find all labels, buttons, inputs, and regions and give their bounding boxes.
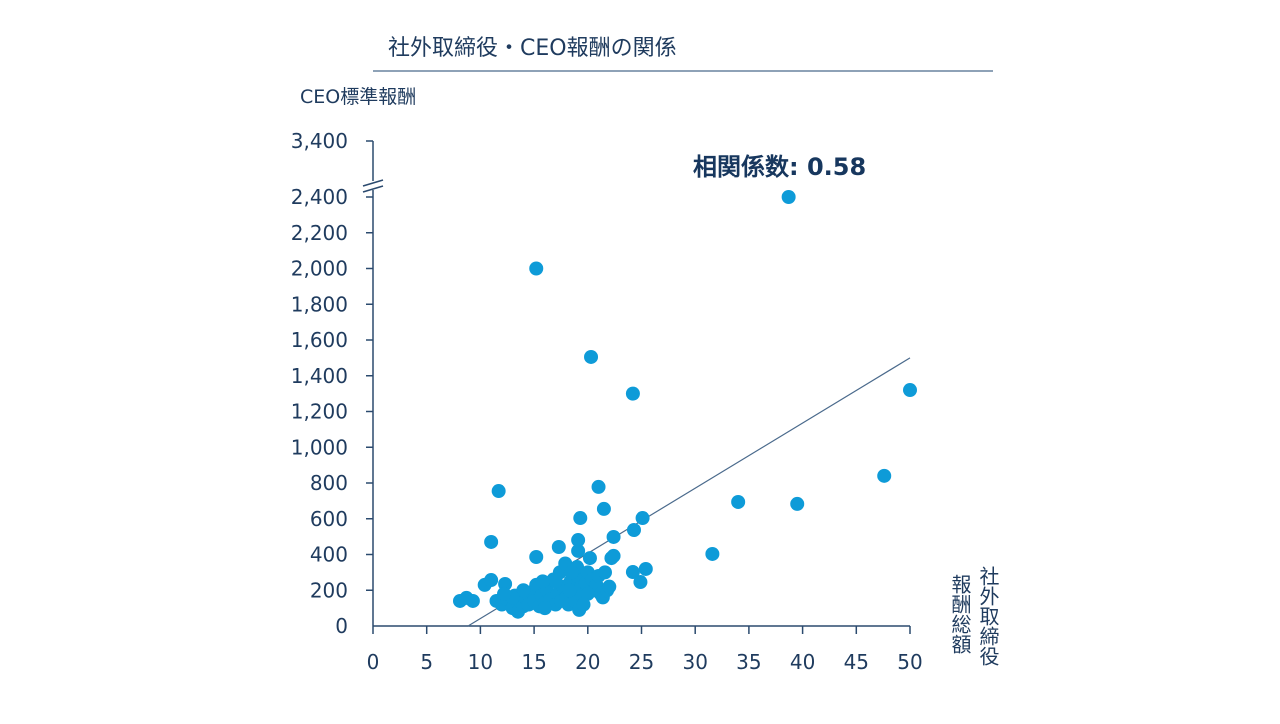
data-point bbox=[625, 565, 640, 580]
data-point bbox=[551, 539, 566, 554]
data-point bbox=[597, 565, 612, 580]
data-point bbox=[497, 586, 512, 601]
data-point bbox=[596, 501, 611, 516]
data-point bbox=[571, 543, 586, 558]
data-point bbox=[580, 586, 595, 601]
y-tick-label: 800 bbox=[310, 471, 348, 495]
data-point bbox=[537, 601, 552, 616]
data-point bbox=[582, 551, 597, 566]
axis-break-mark bbox=[362, 185, 384, 193]
y-tick-label: 1,800 bbox=[291, 292, 348, 316]
axes: 3,40002004006008001,0001,2001,4001,6001,… bbox=[291, 129, 923, 674]
data-point bbox=[484, 573, 499, 588]
y-tick-label: 1,400 bbox=[291, 364, 348, 388]
y-tick-label: 600 bbox=[310, 507, 348, 531]
x-tick-label: 20 bbox=[575, 650, 600, 674]
y-axis-label: CEO標準報酬 bbox=[300, 86, 416, 108]
y-tick-label: 1,600 bbox=[291, 328, 348, 352]
y-tick-label: 400 bbox=[310, 543, 348, 567]
data-point bbox=[562, 583, 577, 598]
x-axis-label-line1: 社外取締役 bbox=[976, 566, 1000, 666]
x-tick-label: 45 bbox=[844, 650, 869, 674]
data-point bbox=[484, 534, 499, 549]
data-point bbox=[625, 386, 640, 401]
data-point bbox=[877, 468, 892, 483]
y-tick-label: 1,000 bbox=[291, 435, 348, 459]
data-point bbox=[548, 574, 563, 589]
data-point bbox=[633, 575, 648, 590]
data-point bbox=[571, 533, 586, 548]
x-tick-label: 5 bbox=[420, 650, 433, 674]
y-tick-label: 1,200 bbox=[291, 400, 348, 424]
x-tick-label: 35 bbox=[736, 650, 761, 674]
data-point bbox=[790, 496, 805, 511]
data-point bbox=[516, 583, 531, 598]
data-point bbox=[606, 529, 621, 544]
data-point bbox=[903, 383, 917, 398]
data-point bbox=[529, 550, 544, 565]
data-point bbox=[573, 511, 588, 526]
correlation-annotation: 相関係数: 0.58 bbox=[693, 153, 866, 181]
data-point bbox=[731, 494, 746, 509]
y-tick-label: 200 bbox=[310, 578, 348, 602]
data-point bbox=[535, 574, 550, 589]
y-tick-label: 3,400 bbox=[291, 129, 348, 153]
data-point bbox=[638, 561, 653, 576]
x-tick-label: 15 bbox=[521, 650, 546, 674]
x-tick-label: 30 bbox=[682, 650, 707, 674]
y-tick-label: 2,200 bbox=[291, 221, 348, 245]
data-point bbox=[705, 546, 720, 561]
data-point bbox=[491, 484, 506, 499]
data-point bbox=[465, 593, 480, 608]
x-tick-label: 50 bbox=[897, 650, 922, 674]
data-point bbox=[604, 551, 619, 566]
data-point bbox=[635, 511, 650, 526]
data-point bbox=[564, 565, 579, 580]
data-point bbox=[626, 523, 641, 538]
y-tick-label: 0 bbox=[335, 614, 348, 638]
data-point bbox=[529, 261, 544, 276]
y-tick-label: 2,400 bbox=[291, 185, 348, 209]
data-point bbox=[781, 190, 796, 204]
data-point bbox=[576, 597, 591, 612]
chart-title: 社外取締役・CEO報酬の関係 bbox=[388, 36, 677, 61]
data-point bbox=[602, 579, 617, 594]
points-group bbox=[452, 190, 917, 619]
x-tick-label: 40 bbox=[790, 650, 815, 674]
axis-break-mark bbox=[362, 179, 384, 187]
data-point bbox=[584, 349, 599, 364]
x-tick-label: 0 bbox=[367, 650, 380, 674]
data-point bbox=[591, 479, 606, 494]
x-tick-label: 25 bbox=[629, 650, 654, 674]
x-tick-label: 10 bbox=[468, 650, 493, 674]
y-tick-label: 2,000 bbox=[291, 257, 348, 281]
x-axis-label-line2: 報酬総額 bbox=[948, 574, 972, 654]
